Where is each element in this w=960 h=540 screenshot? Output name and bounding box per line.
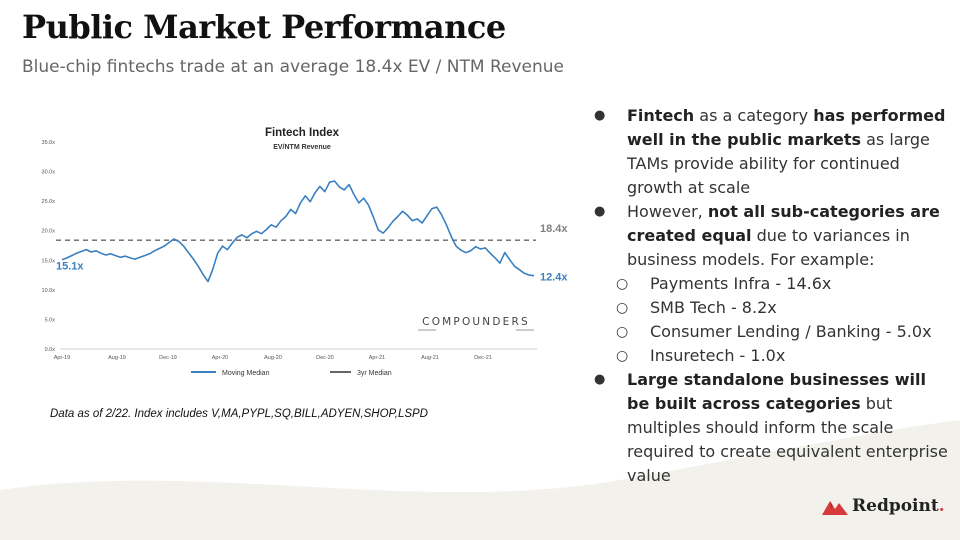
x-axis: Apr-19 Aug-19 Dec-19 Apr-20 Aug-20 Dec-20 Apr-… — [54, 355, 492, 361]
compounders-watermark: COMPOUNDERS — [422, 316, 530, 328]
y-tick-label: 15.0x — [42, 258, 56, 264]
sub-bullet-item: ○ Consumer Lending / Banking - 5.0x — [592, 320, 952, 344]
x-tick-label: Aug-20 — [264, 355, 282, 361]
bullet-text: However, — [627, 202, 708, 221]
sub-bullet-item: ○ Insuretech - 1.0x — [592, 344, 952, 368]
bullet-circle-icon: ○ — [616, 296, 628, 320]
y-axis: 0.0x 5.0x 10.0x 15.0x 20.0x 25.0x 30.0x 35.0x — [42, 140, 56, 353]
sub-bullet-item: ○ SMB Tech - 8.2x — [592, 296, 952, 320]
bullet-item: ● Large standalone businesses will be bui… — [592, 368, 952, 488]
legend: Moving Median 3yr Median — [191, 370, 392, 377]
chart-title: Fintech Index — [265, 127, 340, 139]
legend-3yr-median-label: 3yr Median — [357, 370, 392, 377]
y-tick-label: 20.0x — [42, 229, 56, 235]
bullet-dot-icon: ● — [594, 200, 605, 224]
bullet-text: Fintech — [627, 106, 694, 125]
bullet-item: ● However, not all sub-categories are cre… — [592, 200, 952, 272]
bullet-text: as a category — [694, 106, 813, 125]
y-tick-label: 0.0x — [45, 347, 56, 353]
x-tick-label: Apr-21 — [369, 355, 386, 361]
y-tick-label: 35.0x — [42, 140, 56, 146]
x-tick-label: Dec-21 — [474, 355, 492, 361]
x-tick-label: Apr-19 — [54, 355, 71, 361]
y-tick-label: 5.0x — [45, 317, 56, 323]
x-tick-label: Apr-20 — [212, 355, 229, 361]
median-value-label: 18.4x — [540, 223, 568, 235]
sub-bullet-item: ○ Payments Infra - 14.6x — [592, 272, 952, 296]
start-value-label: 15.1x — [56, 261, 84, 273]
bullet-list: ● Fintech as a category has performed wel… — [592, 104, 952, 488]
end-value-label: 12.4x — [540, 272, 568, 284]
logo-dot: . — [939, 496, 945, 516]
bullet-circle-icon: ○ — [616, 320, 628, 344]
x-tick-label: Dec-19 — [159, 355, 177, 361]
bullet-text: Insuretech - 1.0x — [650, 346, 785, 365]
bullet-dot-icon: ● — [594, 104, 605, 128]
logo-name: Redpoint — [852, 496, 939, 516]
moving-median-line — [62, 181, 534, 282]
redpoint-logo: Redpoint. — [822, 496, 945, 516]
legend-moving-median-label: Moving Median — [222, 370, 270, 377]
y-tick-label: 30.0x — [42, 170, 56, 176]
bullet-dot-icon: ● — [594, 368, 605, 392]
slide-subtitle: Blue-chip fintechs trade at an average 1… — [22, 57, 564, 77]
y-tick-label: 25.0x — [42, 199, 56, 205]
bullet-item: ● Fintech as a category has performed wel… — [592, 104, 952, 200]
bullet-text: SMB Tech - 8.2x — [650, 298, 777, 317]
data-footnote: Data as of 2/22. Index includes V,MA,PYP… — [50, 408, 428, 420]
bullet-text: Consumer Lending / Banking - 5.0x — [650, 322, 932, 341]
y-tick-label: 10.0x — [42, 288, 56, 294]
x-tick-label: Dec-20 — [316, 355, 334, 361]
x-tick-label: Aug-21 — [421, 355, 439, 361]
key-takeaways: ● Fintech as a category has performed wel… — [592, 104, 952, 488]
x-tick-label: Aug-19 — [108, 355, 126, 361]
bullet-circle-icon: ○ — [616, 344, 628, 368]
redpoint-wordmark: Redpoint. — [852, 496, 945, 516]
redpoint-mountain-icon — [822, 497, 848, 515]
bullet-text: Payments Infra - 14.6x — [650, 274, 831, 293]
slide-title: Public Market Performance — [22, 8, 506, 46]
bullet-circle-icon: ○ — [616, 272, 628, 296]
chart-subtitle: EV/NTM Revenue — [273, 144, 331, 151]
